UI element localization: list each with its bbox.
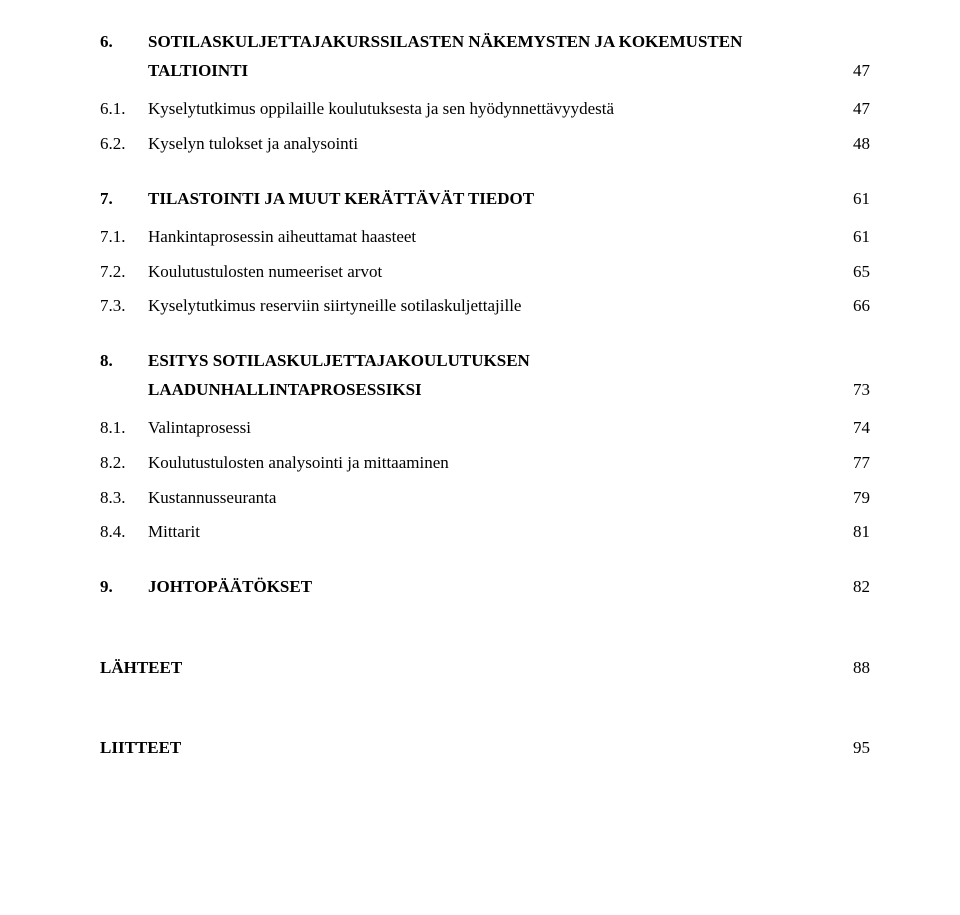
section-title: JOHTOPÄÄTÖKSET: [148, 575, 830, 600]
section-page: 82: [830, 575, 870, 600]
toc-section-6-line2: TALTIOINTI 47: [100, 59, 870, 84]
toc-section-lahteet: LÄHTEET 88: [100, 656, 870, 681]
item-number: 8.1.: [100, 416, 148, 441]
section-title: LÄHTEET: [100, 656, 830, 681]
item-number: 8.3.: [100, 486, 148, 511]
item-text: Kyselytutkimus oppilaille koulutuksesta …: [148, 97, 830, 122]
item-page: 48: [830, 132, 870, 157]
section-page: 95: [830, 736, 870, 761]
toc-item-6-1: 6.1. Kyselytutkimus oppilaille koulutuks…: [100, 97, 870, 122]
item-text: Kyselytutkimus reserviin siirtyneille so…: [148, 294, 830, 319]
toc-section-liitteet: LIITTEET 95: [100, 736, 870, 761]
item-page: 79: [830, 486, 870, 511]
item-number: 7.1.: [100, 225, 148, 250]
section-number: 9.: [100, 575, 148, 600]
toc-section-7: 7. TILASTOINTI JA MUUT KERÄTTÄVÄT TIEDOT…: [100, 187, 870, 212]
item-number: 6.1.: [100, 97, 148, 122]
section-number: 7.: [100, 187, 148, 212]
item-page: 65: [830, 260, 870, 285]
section-title-line2: TALTIOINTI: [148, 59, 830, 84]
item-number: 8.2.: [100, 451, 148, 476]
item-text: Koulutustulosten analysointi ja mittaami…: [148, 451, 830, 476]
toc-section-9: 9. JOHTOPÄÄTÖKSET 82: [100, 575, 870, 600]
item-text: Hankintaprosessin aiheuttamat haasteet: [148, 225, 830, 250]
section-title-line1: SOTILASKULJETTAJAKURSSILASTEN NÄKEMYSTEN…: [148, 30, 830, 55]
section-page: 88: [830, 656, 870, 681]
toc-item-7-1: 7.1. Hankintaprosessin aiheuttamat haast…: [100, 225, 870, 250]
toc-item-8-3: 8.3. Kustannusseuranta 79: [100, 486, 870, 511]
section-page: 73: [830, 378, 870, 403]
item-number: 7.2.: [100, 260, 148, 285]
section-title: TILASTOINTI JA MUUT KERÄTTÄVÄT TIEDOT: [148, 187, 830, 212]
item-page: 74: [830, 416, 870, 441]
toc-item-7-3: 7.3. Kyselytutkimus reserviin siirtyneil…: [100, 294, 870, 319]
item-text: Mittarit: [148, 520, 830, 545]
toc-section-8: 8. ESITYS SOTILASKULJETTAJAKOULUTUKSEN: [100, 349, 870, 374]
section-page: 47: [830, 59, 870, 84]
section-page: 61: [830, 187, 870, 212]
item-page: 61: [830, 225, 870, 250]
toc-item-8-1: 8.1. Valintaprosessi 74: [100, 416, 870, 441]
item-text: Kustannusseuranta: [148, 486, 830, 511]
toc-section-8-line2: LAADUNHALLINTAPROSESSIKSI 73: [100, 378, 870, 403]
section-title-line1: ESITYS SOTILASKULJETTAJAKOULUTUKSEN: [148, 349, 830, 374]
toc-item-8-4: 8.4. Mittarit 81: [100, 520, 870, 545]
item-text: Koulutustulosten numeeriset arvot: [148, 260, 830, 285]
item-number: 8.4.: [100, 520, 148, 545]
item-page: 77: [830, 451, 870, 476]
toc-section-6: 6. SOTILASKULJETTAJAKURSSILASTEN NÄKEMYS…: [100, 30, 870, 55]
item-number: 6.2.: [100, 132, 148, 157]
section-number: 8.: [100, 349, 148, 374]
item-page: 47: [830, 97, 870, 122]
item-page: 66: [830, 294, 870, 319]
toc-item-6-2: 6.2. Kyselyn tulokset ja analysointi 48: [100, 132, 870, 157]
toc-item-7-2: 7.2. Koulutustulosten numeeriset arvot 6…: [100, 260, 870, 285]
item-text: Valintaprosessi: [148, 416, 830, 441]
item-page: 81: [830, 520, 870, 545]
section-title: LIITTEET: [100, 736, 830, 761]
section-title-line2: LAADUNHALLINTAPROSESSIKSI: [148, 378, 830, 403]
item-text: Kyselyn tulokset ja analysointi: [148, 132, 830, 157]
section-number: 6.: [100, 30, 148, 55]
toc-item-8-2: 8.2. Koulutustulosten analysointi ja mit…: [100, 451, 870, 476]
item-number: 7.3.: [100, 294, 148, 319]
